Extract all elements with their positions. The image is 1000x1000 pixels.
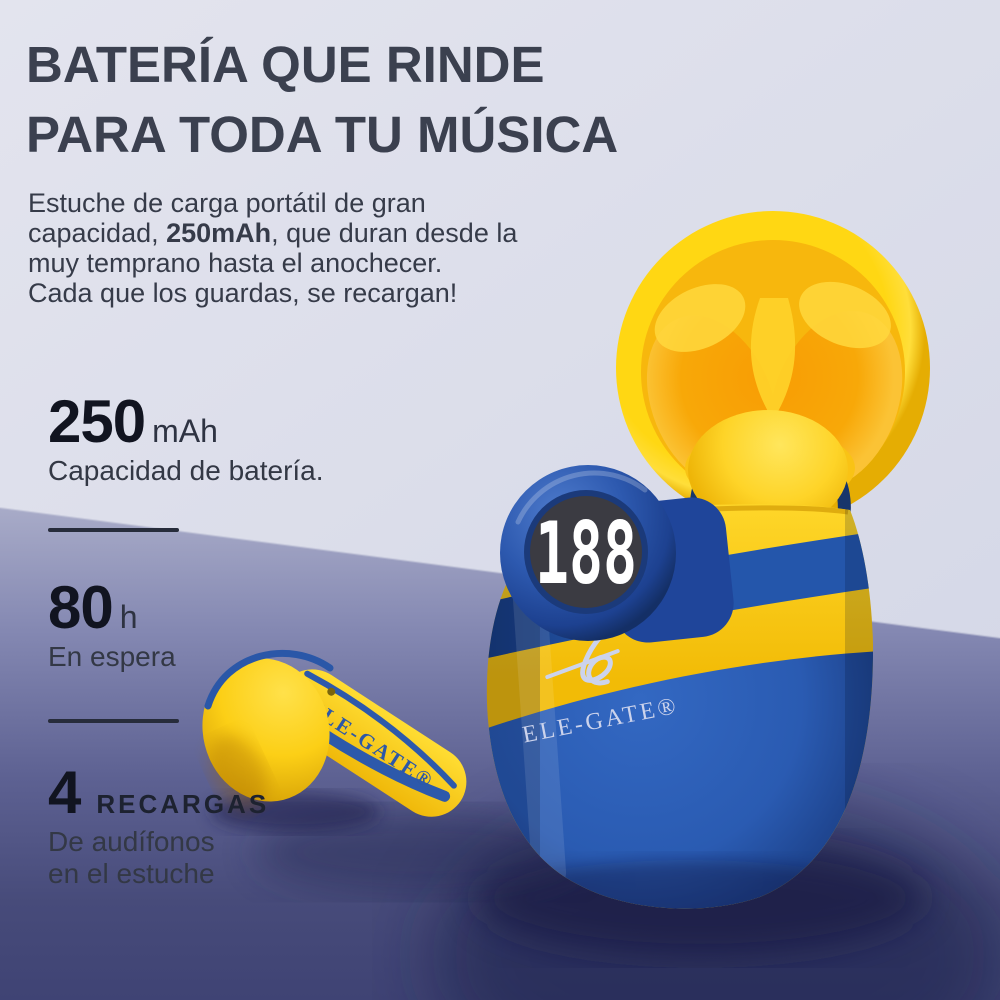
spec-recharges-unit: RECARGAS	[96, 789, 270, 819]
spec-battery-value: 250	[48, 388, 146, 455]
display-value: 188	[535, 504, 637, 604]
earbud-seam	[204, 649, 334, 710]
divider	[48, 719, 179, 723]
spec-recharges-desc: De audífonos en el estuche	[48, 826, 215, 889]
intro-bold-capacity: 250mAh	[166, 218, 272, 248]
earbud-mic-hole	[327, 687, 336, 696]
spec-standby-hours: 80 h En espera	[48, 578, 176, 673]
headline-line-1: BATERÍA QUE RINDE	[26, 36, 545, 93]
spec-recharges-value: 4	[48, 759, 81, 826]
battery-display: 188	[500, 465, 734, 643]
spec-battery-unit: mAh	[152, 413, 218, 449]
case-blue-body	[486, 650, 874, 909]
intro-text: Estuche de carga portátil de gran capaci…	[28, 188, 517, 308]
intro-line-4: Cada que los guardas, se recargan!	[28, 278, 458, 308]
spec-standby-desc: En espera	[48, 641, 176, 672]
spec-standby-value: 80	[48, 574, 114, 641]
spec-standby-unit: h	[119, 599, 138, 635]
headline-line-2: PARA TODA TU MÚSICA	[26, 106, 619, 163]
spec-battery-desc: Capacidad de batería.	[48, 455, 324, 486]
divider	[48, 528, 179, 532]
earbud-dome	[688, 410, 848, 530]
elegate-logo-glyph-curve	[580, 635, 613, 686]
headline: BATERÍA QUE RINDE PARA TODA TU MÚSICA	[26, 30, 618, 170]
intro-line-2: capacidad, 250mAh, que duran desde la	[28, 218, 518, 248]
intro-line-3: muy temprano hasta el anochecer.	[28, 248, 443, 278]
spec-recharges: 4 RECARGAS De audífonos en el estuche	[48, 763, 269, 890]
earbud-in-case	[688, 410, 851, 539]
display-screen	[530, 496, 642, 608]
spec-battery-capacity: 250 mAh Capacidad de batería.	[48, 392, 324, 487]
intro-line-1: Estuche de carga portátil de gran	[28, 188, 426, 218]
